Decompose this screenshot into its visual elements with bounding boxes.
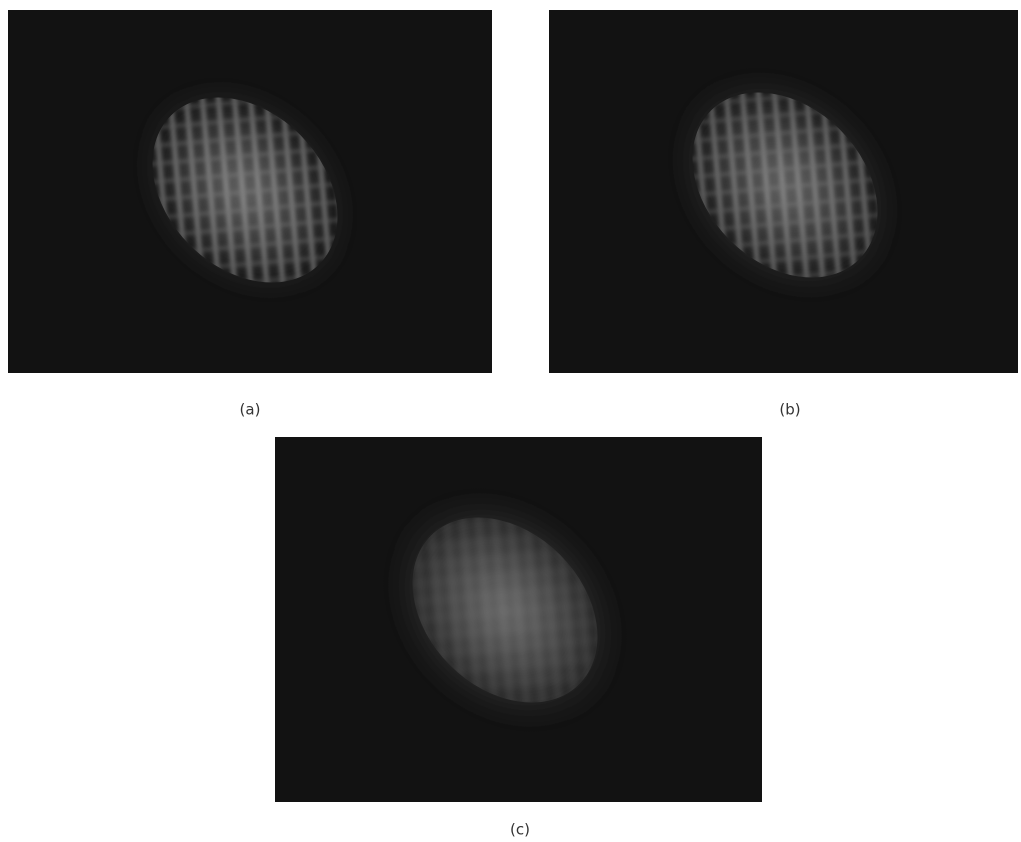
panel-image [8,10,492,373]
panel-label: (a) [240,401,261,419]
panel-image [549,10,1018,373]
panel-image [275,437,762,802]
panel-label: (c) [510,821,530,839]
panel-label: (b) [779,401,800,419]
